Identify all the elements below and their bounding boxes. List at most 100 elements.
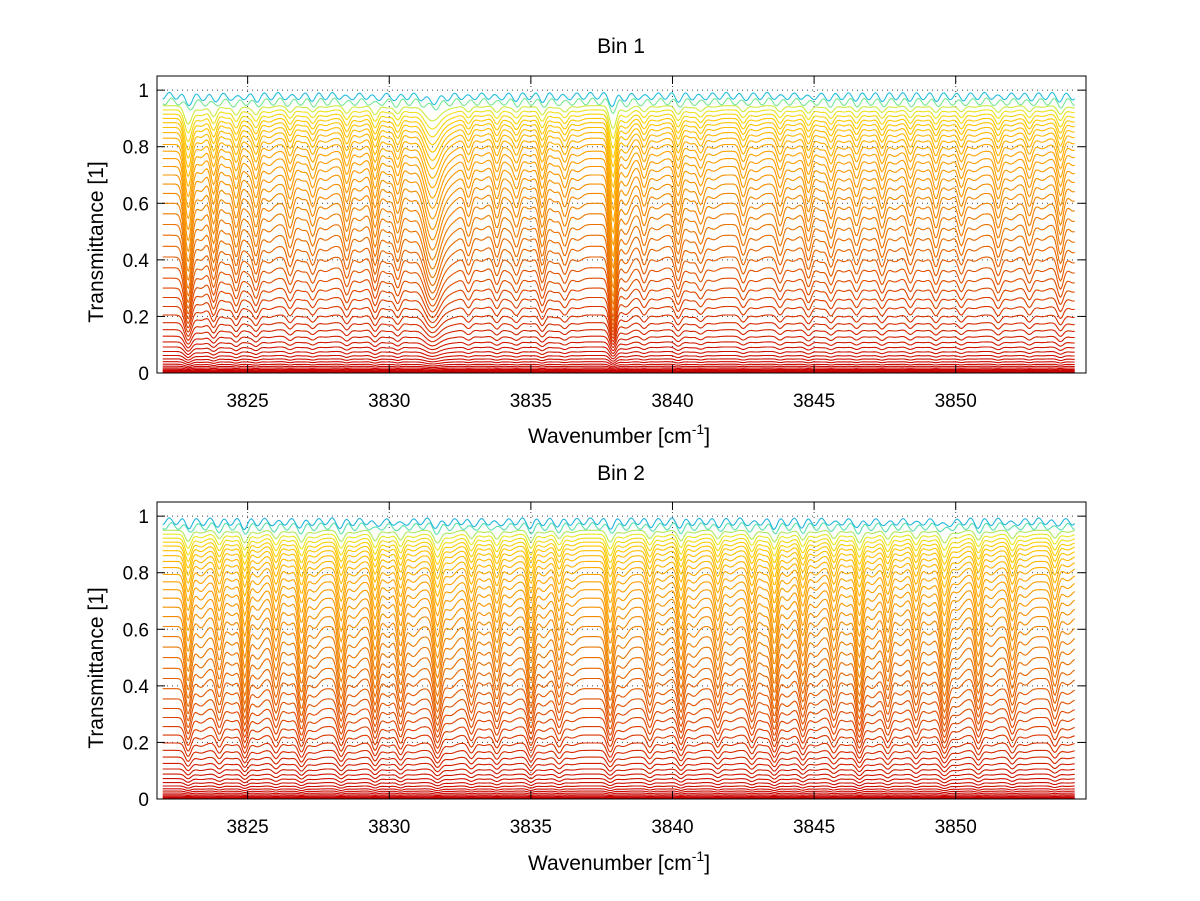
y-tick-label: 0.8 (123, 138, 149, 159)
series-line-bin-2 (162, 794, 1075, 797)
series-line-bin-2 (162, 606, 1076, 660)
series-line-bin-2 (162, 698, 1075, 733)
y-tick-label: 0 (138, 364, 149, 385)
series-line-bin-1 (162, 158, 1075, 235)
series-line-bin-2 (162, 790, 1075, 794)
series-line-bin-2 (162, 734, 1075, 755)
y-tick-label: 0 (138, 790, 149, 811)
series-line-bin-2 (162, 657, 1076, 706)
series-line-bin-1 (162, 126, 1075, 178)
series-line-bin-2 (162, 521, 1075, 535)
series-line-bin-2 (162, 625, 1076, 680)
ticks-bin-2: 3825 3830 3835 3840 3845 3850 0 0.2 0.4 0.6 0.8 1 (123, 502, 1086, 838)
series-line-bin-2 (162, 677, 1076, 721)
series-line-bin-2 (162, 756, 1075, 769)
series-line-bin-1 (162, 132, 1075, 189)
x-axis-label-superscript-bin-2: -1 (692, 848, 705, 864)
series-line-bin-1 (162, 109, 1075, 140)
x-tick-label: 3840 (651, 817, 693, 838)
series-line-bin-2 (162, 726, 1075, 750)
series-group-bin-1 (162, 91, 1076, 373)
x-axis-label-close-bin-2: ] (704, 852, 710, 875)
series-line-bin-1 (162, 367, 1075, 370)
series-line-bin-1 (162, 267, 1075, 327)
chart-bin-2: 3825 3830 3835 3840 3845 3850 0 0.2 0.4 0.6 0.8 1 B… (85, 462, 1087, 875)
series-line-bin-1 (162, 368, 1075, 371)
y-tick-label: 0.6 (123, 620, 149, 641)
series-line-bin-2 (162, 688, 1075, 727)
series-line-bin-2 (162, 550, 1075, 580)
x-tick-label: 3835 (510, 817, 552, 838)
x-tick-label: 3825 (226, 391, 268, 412)
series-line-bin-2 (162, 545, 1075, 572)
series-line-bin-2 (162, 560, 1075, 598)
axes-box-bin-2 (156, 501, 1087, 800)
series-line-bin-1 (162, 91, 1076, 108)
series-line-bin-1 (162, 277, 1075, 330)
y-axis-label-bin-1: Transmittance [1] (85, 161, 108, 322)
x-axis-label-main-bin-1: Wavenumber [cm (528, 425, 692, 448)
series-line-bin-2 (162, 541, 1075, 566)
y-tick-label: 0.2 (123, 307, 149, 328)
series-line-bin-2 (162, 555, 1075, 589)
series-line-bin-1 (162, 192, 1075, 280)
series-line-bin-2 (162, 537, 1075, 559)
series-line-bin-2 (162, 597, 1076, 649)
series-line-bin-2 (162, 768, 1075, 777)
series-line-bin-2 (162, 573, 1076, 618)
series-line-bin-2 (162, 762, 1075, 773)
series-line-bin-2 (162, 782, 1075, 787)
series-line-bin-1 (162, 365, 1075, 369)
y-tick-label: 0.4 (123, 251, 150, 272)
x-axis-label-bin-2: Wavenumber [cm-1] (528, 848, 710, 875)
series-group-bin-2 (162, 517, 1076, 799)
series-line-bin-1 (162, 202, 1075, 290)
series-line-bin-2 (162, 742, 1075, 759)
ticks-bin-1: 3825 3830 3835 3840 3845 3850 0 0.2 0.4 0.6 0.8 1 (123, 76, 1086, 412)
x-axis-label-close-bin-1: ] (704, 425, 710, 448)
series-line-bin-1 (162, 256, 1075, 323)
series-line-bin-1 (162, 354, 1075, 362)
series-line-bin-1 (162, 234, 1075, 312)
x-tick-label: 3830 (368, 817, 410, 838)
series-line-bin-1 (162, 369, 1075, 372)
x-axis-label-bin-1: Wavenumber [cm-1] (528, 421, 710, 448)
series-line-bin-1 (162, 361, 1075, 366)
series-line-bin-2 (162, 749, 1075, 764)
series-line-bin-1 (162, 314, 1075, 343)
chart-bin-1: 3825 3830 3835 3840 3845 3850 0 0.2 0.4 0.6 0.8 1 B… (85, 35, 1087, 448)
series-line-bin-1 (162, 223, 1075, 306)
chart-title-bin-1: Bin 1 (597, 35, 645, 58)
y-tick-label: 0.2 (123, 733, 149, 754)
series-line-bin-2 (162, 581, 1076, 628)
series-line-bin-1 (162, 122, 1075, 168)
series-line-bin-1 (162, 150, 1075, 223)
series-line-bin-1 (162, 137, 1075, 200)
series-line-bin-1 (162, 174, 1075, 258)
series-line-bin-1 (162, 370, 1075, 373)
series-line-bin-2 (162, 788, 1075, 792)
series-line-bin-1 (162, 165, 1075, 247)
series-line-bin-2 (162, 707, 1075, 739)
series-line-bin-2 (162, 589, 1076, 638)
y-tick-label: 0.4 (123, 677, 150, 698)
x-tick-label: 3845 (793, 817, 835, 838)
series-line-bin-1 (162, 346, 1075, 357)
series-line-bin-1 (162, 105, 1075, 130)
series-line-bin-2 (162, 792, 1075, 795)
x-tick-label: 3850 (935, 817, 977, 838)
y-tick-label: 0.8 (123, 564, 149, 585)
series-line-bin-2 (162, 785, 1075, 789)
series-line-bin-2 (162, 667, 1076, 714)
axes-box-bin-1 (156, 75, 1087, 374)
y-tick-label: 1 (138, 507, 149, 528)
series-line-bin-2 (162, 646, 1076, 698)
x-tick-label: 3835 (510, 391, 552, 412)
series-line-bin-1 (162, 305, 1075, 340)
series-line-bin-1 (162, 213, 1075, 298)
series-line-bin-2 (162, 616, 1076, 670)
x-tick-label: 3850 (935, 391, 977, 412)
x-axis-label-superscript-bin-1: -1 (692, 421, 705, 437)
series-line-bin-1 (162, 245, 1075, 318)
